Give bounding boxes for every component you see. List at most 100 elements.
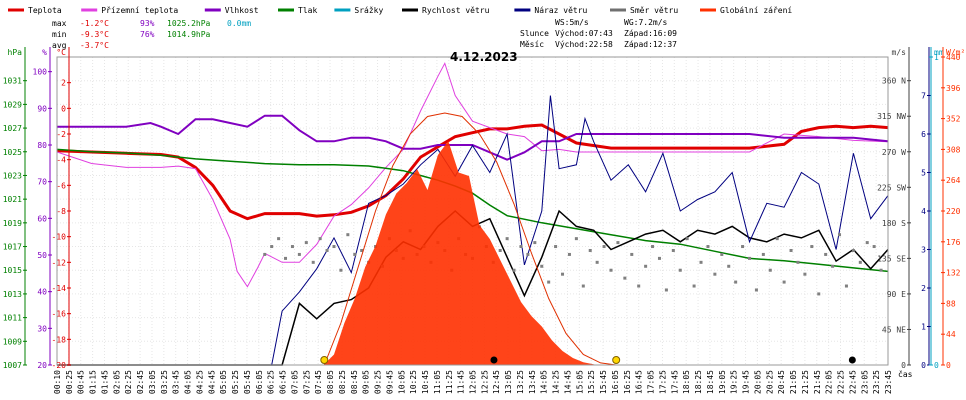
x-tick-label: 06:25: [267, 370, 276, 394]
wind-direction-point: [817, 292, 821, 296]
x-tick-label: 22:45: [848, 370, 857, 394]
x-tick-label: 13:25: [516, 370, 525, 394]
x-tick-label: 21:05: [789, 370, 798, 394]
x-tick-label: 14:45: [563, 370, 572, 394]
stat-max-press: 1025.2hPa: [167, 19, 211, 28]
legend-label: Vlhkost: [225, 6, 259, 15]
wind-direction-point: [831, 264, 835, 268]
wind-direction-point: [505, 237, 509, 241]
x-tick-label: 18:45: [706, 370, 715, 394]
y-tick-label-percent: 20: [37, 361, 47, 370]
wind-direction-point: [561, 272, 565, 276]
wind-direction-point: [533, 241, 537, 245]
series-area-globalni-zareni: [323, 141, 598, 365]
wind-direction-point: [803, 272, 807, 276]
y-tick-label-wm2: 440: [946, 53, 961, 62]
y-tick-label-celsius: -12: [52, 258, 67, 267]
y-axis-label-celsius: °C: [56, 48, 66, 57]
x-tick-label: 10:05: [397, 370, 406, 394]
y-tick-label-celsius: -2: [56, 130, 66, 139]
x-tick-label: 09:25: [374, 370, 383, 394]
wind-direction-point: [519, 245, 523, 249]
y-tick-label-direction: 270 W: [882, 148, 906, 157]
x-tick-label: 03:45: [172, 370, 181, 394]
wind-direction-point: [713, 272, 717, 276]
wind-direction-point: [512, 268, 516, 272]
x-tick-label: 04:25: [195, 370, 204, 394]
wind-direction-point: [526, 252, 530, 256]
x-tick-label: 03:25: [160, 370, 169, 394]
wind-direction-point: [630, 252, 634, 256]
y-tick-label-percent: 40: [37, 288, 47, 297]
x-tick-label: 19:05: [718, 370, 727, 394]
y-tick-label-celsius: -16: [52, 310, 67, 319]
y-tick-label-hpa: 1007: [3, 361, 22, 370]
x-tick-label: 23:05: [860, 370, 869, 394]
x-tick-label: 21:45: [813, 370, 822, 394]
y-tick-label-direction: 45 NE: [882, 325, 906, 334]
wind-direction-point: [602, 245, 606, 249]
y-tick-label-celsius: 2: [61, 79, 66, 88]
x-tick-label: 10:25: [409, 370, 418, 394]
x-tick-label: 07:05: [290, 370, 299, 394]
x-tick-label: 11:25: [445, 370, 454, 394]
wind-direction-point: [741, 245, 745, 249]
stat-avg-label: avg: [52, 41, 67, 50]
wind-direction-point: [858, 260, 862, 264]
moon-event-marker: [490, 356, 498, 364]
y-tick-label-mps: 7: [921, 92, 926, 101]
wind-direction-point: [872, 245, 876, 249]
y-tick-label-wm2: 352: [946, 115, 961, 124]
y-tick-label-mps: 2: [921, 284, 926, 293]
y-tick-label-mm: 0: [934, 361, 939, 370]
x-tick-label: 15:45: [599, 370, 608, 394]
wind-direction-point: [588, 248, 592, 252]
y-tick-label-wm2: 308: [946, 145, 961, 154]
y-tick-label-hpa: 1031: [3, 77, 22, 86]
y-axis-label-direction: m/s: [892, 48, 907, 57]
sun-label: Slunce: [520, 29, 549, 38]
y-tick-label-wm2: 396: [946, 84, 961, 93]
wind-direction-point: [664, 288, 668, 292]
y-tick-label-hpa: 1025: [3, 148, 22, 157]
y-tick-label-hpa: 1017: [3, 243, 22, 252]
wind-direction-point: [706, 245, 710, 249]
legend-label: Rychlost větru: [422, 6, 490, 15]
y-axis-label-mm: mm: [934, 48, 944, 57]
legend-label: Teplota: [28, 6, 62, 15]
wind-direction-point: [297, 252, 301, 256]
x-tick-label: 08:25: [338, 370, 347, 394]
x-tick-label: 02:45: [136, 370, 145, 394]
wind-direction-point: [879, 268, 883, 272]
y-tick-label-direction: 135 SE: [877, 254, 906, 263]
y-tick-label-mps: 3: [921, 246, 926, 255]
wind-direction-point: [284, 256, 288, 260]
y-tick-label-hpa: 1013: [3, 290, 22, 299]
y-axis-label-hpa: hPa: [8, 48, 23, 57]
y-tick-label-percent: 50: [37, 251, 47, 260]
x-tick-label: 14:25: [552, 370, 561, 394]
x-tick-label: 21:25: [801, 370, 810, 394]
x-tick-label: 00:45: [77, 370, 86, 394]
x-tick-label: 12:05: [469, 370, 478, 394]
wind-direction-point: [547, 280, 551, 284]
x-tick-label: 07:25: [302, 370, 311, 394]
y-tick-label-wm2: 132: [946, 269, 961, 278]
series-line-glob-ln-z-en-teoretick-: [323, 112, 617, 366]
x-tick-label: 20:05: [753, 370, 762, 394]
sun-rise: Východ:07:43: [555, 29, 613, 38]
wind-direction-point: [637, 284, 641, 288]
legend-label: Přízemní teplota: [101, 6, 178, 15]
series-line-n-raz-v-tru: [57, 95, 889, 366]
y-tick-label-celsius: -20: [52, 361, 67, 370]
y-tick-label-hpa: 1027: [3, 124, 22, 133]
y-tick-label-celsius: -10: [52, 233, 67, 242]
wind-direction-point: [540, 264, 544, 268]
chart-legend: Teplota Přízemní teplota Vlhkost Tlak Srážky…: [8, 6, 792, 15]
legend-label: Náraz větru: [534, 6, 587, 15]
moon-label: Měsíc: [520, 40, 544, 49]
wind-direction-point: [609, 268, 613, 272]
y-tick-label-hpa: 1029: [3, 100, 22, 109]
stat-max-hum: 93%: [140, 19, 155, 28]
